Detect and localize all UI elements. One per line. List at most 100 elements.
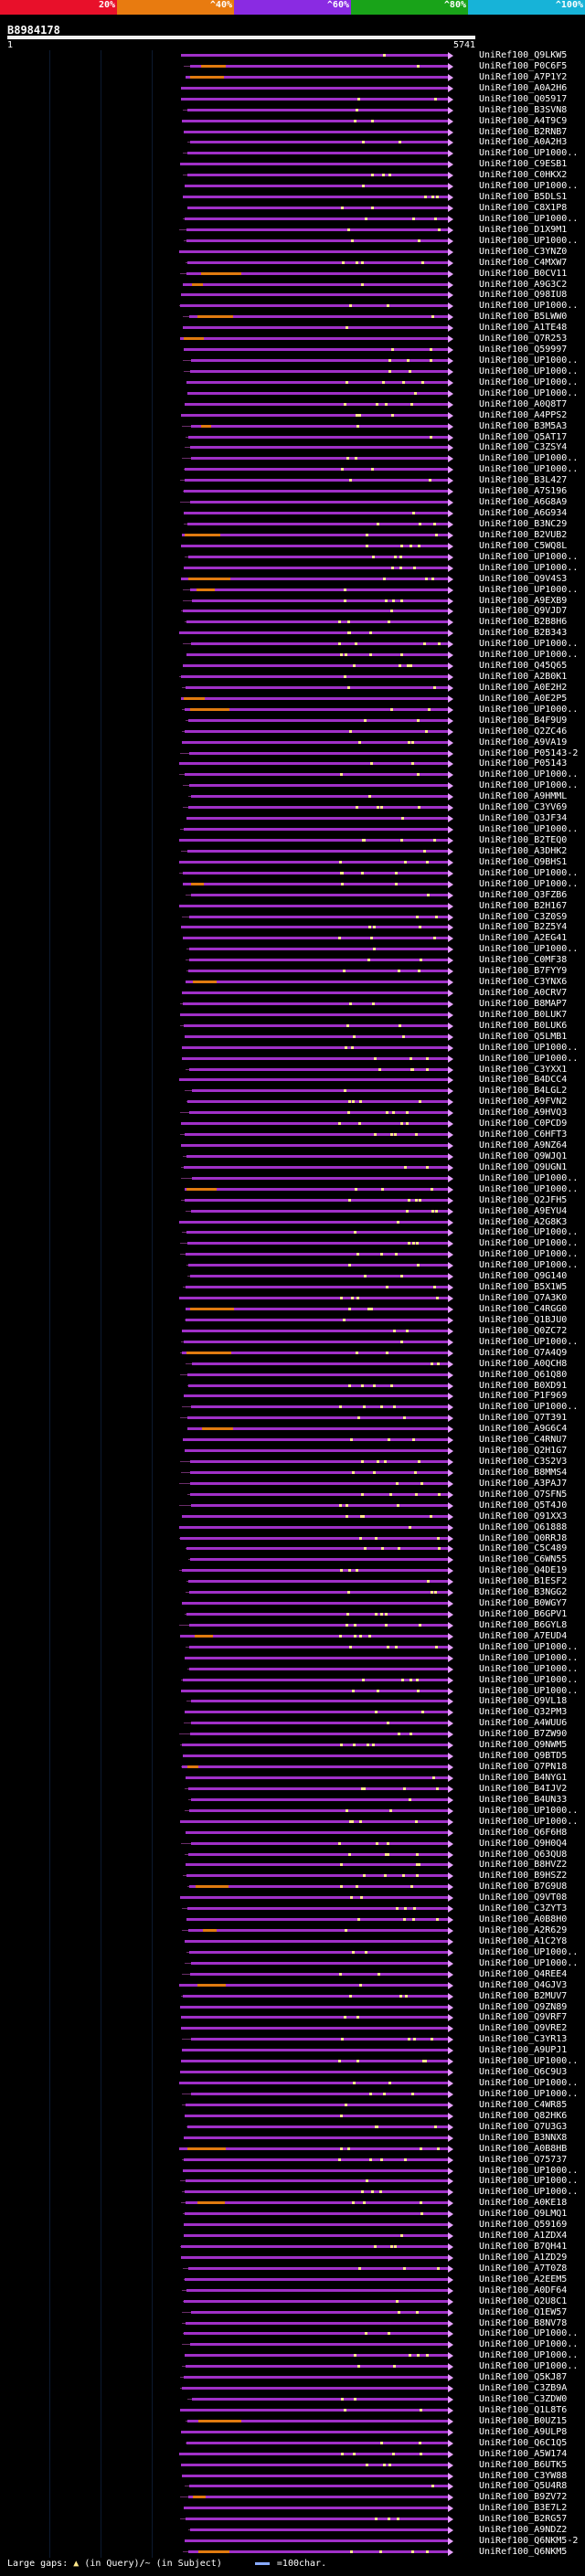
hit-alignment[interactable] [174,410,476,420]
hit-alignment[interactable] [174,2394,476,2404]
hit-alignment[interactable] [174,1402,476,1412]
hit-label[interactable]: UniRef100_UP1000.. [479,1946,579,1957]
hit-label[interactable]: UniRef100_UP1000.. [479,780,579,791]
hit-label[interactable]: UniRef100_UP1000.. [479,1227,579,1238]
hit-label[interactable]: UniRef100_UP1000.. [479,1053,579,1064]
hit-label[interactable]: UniRef100_B2RG57 [479,2514,568,2525]
hit-alignment[interactable] [174,1271,476,1281]
hit-alignment[interactable] [174,1337,476,1347]
hit-alignment[interactable] [174,737,476,747]
hit-label[interactable]: UniRef100_Q7T391 [479,1413,568,1424]
hit-label[interactable]: UniRef100_Q61Q80 [479,1369,568,1380]
hit-label[interactable]: UniRef100_B1ESF2 [479,1576,568,1587]
hit-label[interactable]: UniRef100_C4RNU7 [479,1435,568,1446]
hit-alignment[interactable] [174,1260,476,1270]
hit-label[interactable]: UniRef100_Q59169 [479,2220,568,2231]
hit-label[interactable]: UniRef100_C3YW88 [479,2470,568,2481]
hit-alignment[interactable] [174,1565,476,1575]
hit-alignment[interactable] [174,1828,476,1838]
hit-alignment[interactable] [174,1892,476,1903]
hit-alignment[interactable] [174,2285,476,2295]
hit-alignment[interactable] [174,2460,476,2470]
hit-label[interactable]: UniRef100_Q82HK6 [479,2110,568,2121]
hit-alignment[interactable] [174,1839,476,1849]
hit-alignment[interactable] [174,726,476,737]
hit-label[interactable]: UniRef100_B3M5A3 [479,420,568,431]
hit-alignment[interactable] [174,1925,476,1935]
hit-label[interactable]: UniRef100_B3L427 [479,475,568,486]
hit-label[interactable]: UniRef100_UP1000.. [479,650,579,661]
hit-alignment[interactable] [174,2220,476,2230]
hit-alignment[interactable] [174,2536,476,2546]
hit-alignment[interactable] [174,585,476,595]
hit-alignment[interactable] [174,1882,476,1892]
hit-alignment[interactable] [174,345,476,355]
hit-alignment[interactable] [174,334,476,344]
hit-alignment[interactable] [174,2253,476,2263]
hit-label[interactable]: UniRef100_A1TE48 [479,323,568,334]
hit-label[interactable]: UniRef100_P1F969 [479,1391,568,1402]
hit-alignment[interactable] [174,2002,476,2012]
hit-label[interactable]: UniRef100_Q5KJ87 [479,2372,568,2383]
hit-label[interactable]: UniRef100_UP1000.. [479,1805,579,1816]
hit-label[interactable]: UniRef100_UP1000.. [479,1260,579,1271]
hit-alignment[interactable] [174,1871,476,1881]
hit-label[interactable]: UniRef100_UP1000.. [479,551,579,562]
hit-label[interactable]: UniRef100_Q6C9U3 [479,2067,568,2078]
hit-label[interactable]: UniRef100_Q98IU8 [479,290,568,301]
hit-alignment[interactable] [174,1707,476,1717]
hit-alignment[interactable] [174,280,476,290]
hit-alignment[interactable] [174,170,476,180]
hit-label[interactable]: UniRef100_B4NYG1 [479,1773,568,1783]
hit-alignment[interactable] [174,552,476,562]
hit-label[interactable]: UniRef100_UP1000.. [479,235,579,246]
hit-alignment[interactable] [174,1293,476,1303]
hit-alignment[interactable] [174,258,476,268]
hit-label[interactable]: UniRef100_Q32PM3 [479,1707,568,1718]
hit-label[interactable]: UniRef100_UP1000.. [479,1172,579,1183]
hit-label[interactable]: UniRef100_B2B8H6 [479,617,568,628]
hit-label[interactable]: UniRef100_C3YR13 [479,2034,568,2045]
hit-alignment[interactable] [174,2187,476,2197]
hit-label[interactable]: UniRef100_UP1000.. [479,639,579,650]
hit-alignment[interactable] [174,716,476,726]
hit-alignment[interactable] [174,1543,476,1553]
hit-alignment[interactable] [174,1043,476,1053]
hit-alignment[interactable] [174,1446,476,1456]
hit-alignment[interactable] [174,301,476,311]
hit-label[interactable]: UniRef100_B0XD91 [479,1380,568,1391]
hit-label[interactable]: UniRef100_UP1000.. [479,1336,579,1347]
hit-label[interactable]: UniRef100_B2TEQ0 [479,834,568,845]
hit-label[interactable]: UniRef100_A1ZD29 [479,2252,568,2263]
hit-alignment[interactable] [174,1206,476,1216]
hit-alignment[interactable] [174,355,476,366]
hit-label[interactable]: UniRef100_UP1000.. [479,2350,579,2361]
hit-label[interactable]: UniRef100_Q75737 [479,2154,568,2165]
hit-alignment[interactable] [174,1151,476,1161]
hit-label[interactable]: UniRef100_A9FVN2 [479,1097,568,1108]
hit-alignment[interactable] [174,247,476,257]
hit-label[interactable]: UniRef100_UP1000.. [479,2328,579,2339]
hit-alignment[interactable] [174,453,476,463]
hit-label[interactable]: UniRef100_B0UZ15 [479,2415,568,2426]
hit-label[interactable]: UniRef100_UP1000.. [479,867,579,878]
hit-alignment[interactable] [174,1500,476,1511]
hit-alignment[interactable] [174,159,476,169]
hit-alignment[interactable] [174,1108,476,1118]
hit-label[interactable]: UniRef100_B2VUB2 [479,529,568,540]
hit-label[interactable]: UniRef100_C0HKX2 [479,170,568,181]
hit-label[interactable]: UniRef100_C9ESB1 [479,159,568,170]
hit-label[interactable]: UniRef100_UP1000.. [479,2088,579,2099]
hit-alignment[interactable] [174,1969,476,1979]
hit-alignment[interactable] [174,1282,476,1292]
hit-alignment[interactable] [174,148,476,158]
hit-label[interactable]: UniRef100_B7G9U8 [479,1882,568,1892]
hit-label[interactable]: UniRef100_A0B8H0 [479,1914,568,1925]
hit-alignment[interactable] [174,1424,476,1434]
hit-alignment[interactable] [174,432,476,442]
hit-label[interactable]: UniRef100_A9HVQ3 [479,1108,568,1118]
hit-label[interactable]: UniRef100_B4F9U9 [479,715,568,726]
hit-label[interactable]: UniRef100_A0QCH8 [479,1358,568,1369]
hit-alignment[interactable] [174,890,476,900]
hit-alignment[interactable] [174,758,476,769]
